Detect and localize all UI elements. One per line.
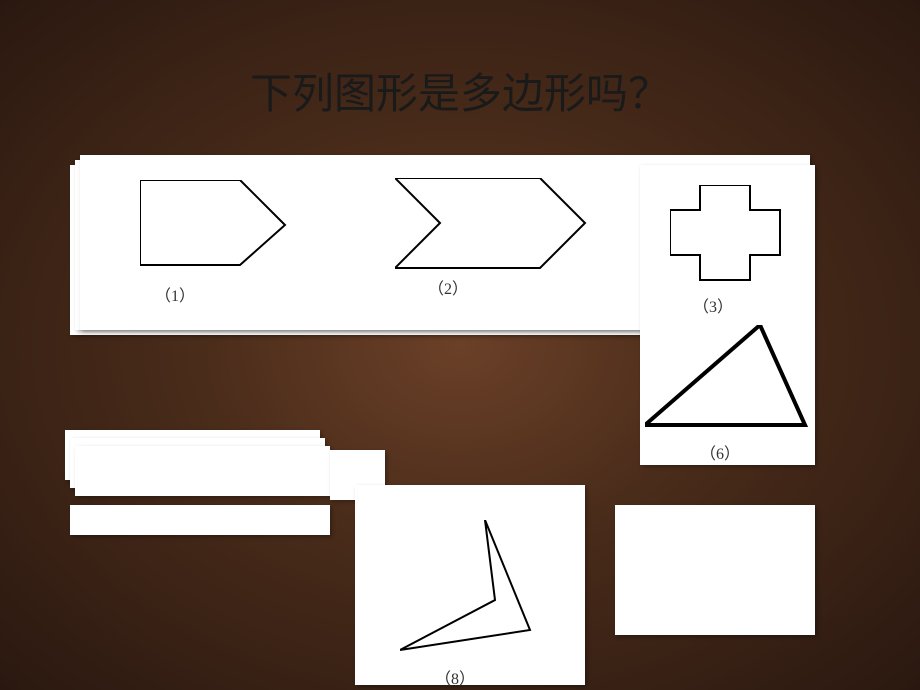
mid-left-panel-3: [75, 446, 330, 496]
shape-2-polygon: [395, 178, 590, 273]
shape-3-polygon: [670, 185, 785, 285]
page-title: 下列图形是多边形吗？: [0, 60, 920, 121]
shape-1-label: （1）: [155, 282, 195, 306]
shape-8-label: （8）: [435, 665, 475, 689]
shape-1-polygon: [140, 180, 290, 270]
bottom-left-panel: [70, 505, 330, 535]
shape-8-polygon: [400, 520, 535, 655]
shape-2-label: （2）: [428, 275, 468, 299]
shape-3-label: （3）: [693, 293, 733, 317]
shape-6-label: （6）: [700, 440, 740, 464]
shape-6-polygon: [645, 325, 810, 430]
bottom-right-panel: [615, 505, 815, 635]
